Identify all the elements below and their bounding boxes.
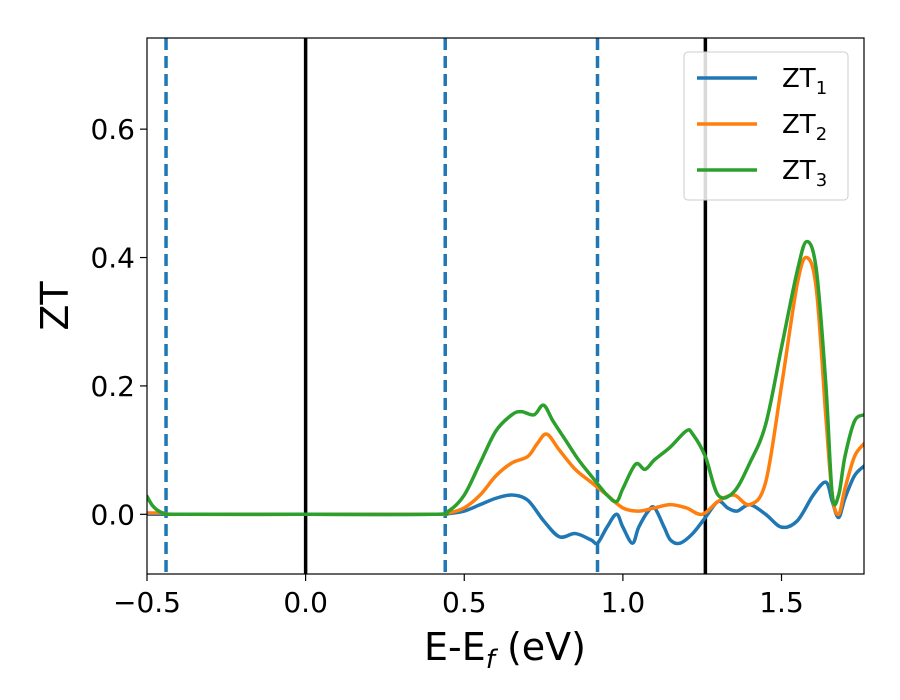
reference-lines	[164, 38, 708, 574]
y-tick-label: 0.4	[90, 242, 135, 275]
x-axis-ticks: −0.5 0.0 0.5 1.0 1.5	[113, 574, 804, 619]
series-line-zt1	[147, 464, 864, 546]
y-tick-label: 0.0	[90, 498, 135, 531]
plot-frame	[146, 37, 865, 575]
y-axis-label: ZT	[33, 281, 77, 331]
x-tick-label: 0.0	[283, 586, 328, 619]
x-tick-label: −0.5	[113, 586, 181, 619]
legend-box	[683, 51, 849, 201]
y-tick-label: 0.6	[90, 113, 135, 146]
x-tick-label: 1.5	[759, 586, 804, 619]
legend-label-zt3: ZT3	[782, 156, 827, 191]
legend: ZT1 ZT2 ZT3	[683, 51, 849, 201]
legend-label-zt1: ZT1	[782, 64, 827, 99]
x-tick-label: 0.5	[442, 586, 487, 619]
series-group	[147, 239, 864, 546]
series-line-zt3	[147, 239, 864, 517]
series-line-zt2	[147, 255, 864, 517]
legend-label-zt2: ZT2	[782, 110, 827, 145]
x-axis-label: E-Ef (eV)	[424, 625, 586, 675]
y-tick-label: 0.2	[90, 370, 135, 403]
y-axis-ticks: 0.0 0.2 0.4 0.6	[90, 113, 147, 531]
x-tick-label: 1.0	[601, 586, 646, 619]
